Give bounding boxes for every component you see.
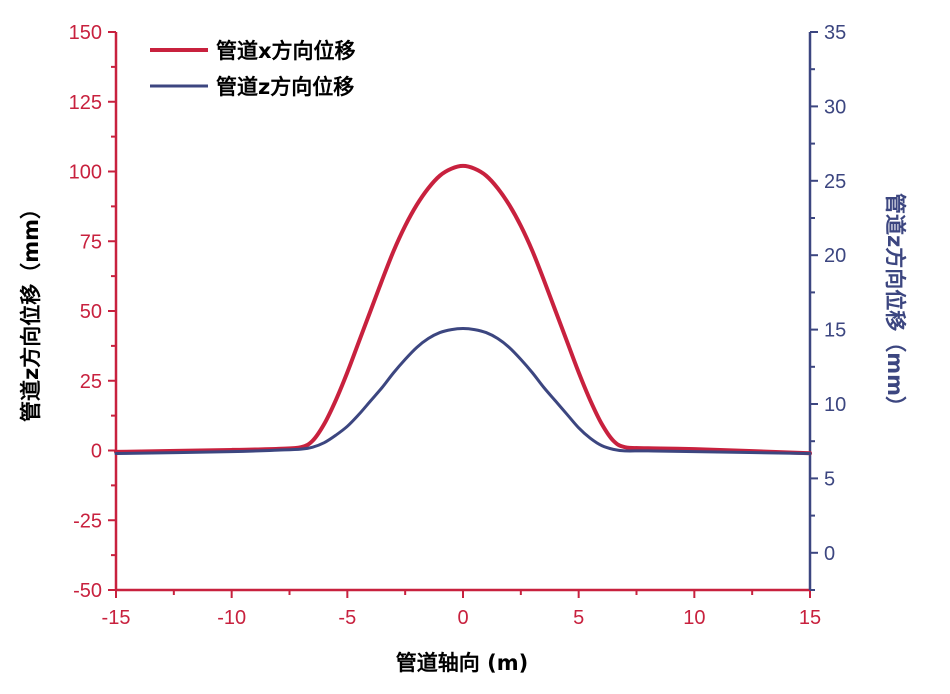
- series-line-2: [114, 327, 812, 456]
- y-right-tick-label: 25: [824, 171, 846, 193]
- y-right-tick-label: 15: [824, 320, 846, 342]
- y-right-tick-label: 5: [824, 468, 835, 490]
- y-left-tick-label: -25: [73, 510, 102, 532]
- x-axis-title: 管道轴向 (m): [396, 651, 528, 675]
- y-left-tick-label: -50: [73, 580, 102, 602]
- legend-label: 管道z方向位移: [216, 75, 354, 99]
- series-lines: [114, 163, 812, 456]
- x-tick-label: -10: [217, 607, 246, 629]
- x-tick-label: 15: [799, 607, 821, 629]
- y-left-tick-label: 100: [69, 162, 102, 184]
- legend-label: 管道x方向位移: [216, 39, 356, 63]
- y-axis-title-right: 管道z方向位移（mm）: [883, 193, 907, 417]
- y-right-tick-label: 0: [824, 543, 835, 565]
- series-line-1: [114, 163, 812, 456]
- x-tick-label: 0: [457, 607, 468, 629]
- x-tick-label: 10: [683, 607, 705, 629]
- y-left-tick-label: 25: [80, 371, 102, 393]
- axes: -15 -10 -5 0 5 10 15-50-2502550751001251500510…: [69, 22, 847, 629]
- y-left-tick-label: 75: [80, 231, 102, 253]
- y-left-tick-label: 150: [69, 22, 102, 44]
- x-tick-label: 5: [573, 607, 584, 629]
- y-right-tick-label: 35: [824, 22, 846, 44]
- x-tick-label: -5: [338, 607, 356, 629]
- y-left-tick-label: 125: [69, 92, 102, 114]
- y-right-tick-label: 20: [824, 245, 846, 267]
- y-left-tick-label: 0: [91, 441, 102, 463]
- x-tick-label: -15: [102, 607, 131, 629]
- y-right-tick-label: 30: [824, 96, 846, 118]
- y-right-tick-label: 10: [824, 394, 846, 416]
- y-left-tick-label: 50: [80, 301, 102, 323]
- y-axis-title-left: 管道z方向位移（mm）: [19, 198, 43, 422]
